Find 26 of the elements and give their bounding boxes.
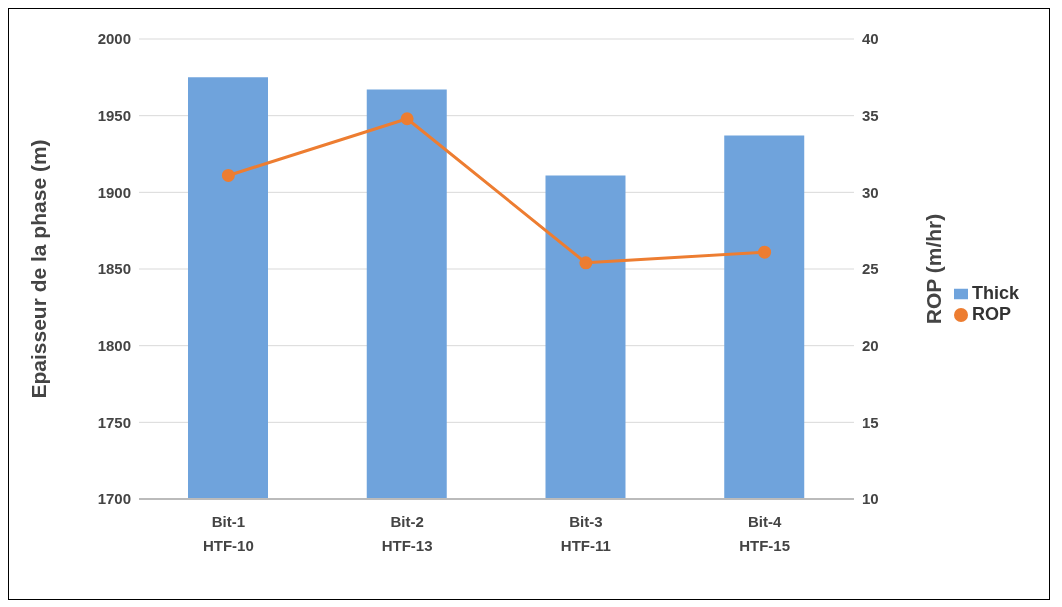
y2-tick-label: 35 — [861, 106, 879, 124]
point — [758, 245, 772, 259]
y-tick-label: 1700 — [97, 490, 131, 508]
y-tick-label: 2000 — [97, 30, 131, 48]
y-tick-label: 1950 — [97, 106, 131, 124]
y2-axis-title: ROP (m/hr) — [922, 213, 946, 325]
x-tick-label: Bit-4 HTF-15 — [739, 513, 791, 554]
point — [221, 168, 235, 182]
y-axis-title: Epaisseur de la phase (m) — [27, 139, 51, 399]
legend-label: Thick — [971, 283, 1019, 303]
point — [400, 112, 414, 126]
y2-tick-label: 25 — [861, 260, 879, 278]
y-tick-label: 1750 — [97, 413, 131, 431]
y2-tick-label: 40 — [861, 30, 879, 48]
x-tick-label: Bit-2 HTF-13 — [381, 513, 433, 554]
y2-tick-label: 30 — [861, 183, 879, 201]
y-tick-label: 1850 — [97, 260, 131, 278]
y-tick-label: 1800 — [97, 336, 131, 354]
point — [579, 256, 593, 270]
x-tick-label: Bit-3 HTF-11 — [560, 513, 611, 554]
y-tick-label: 1900 — [97, 183, 131, 201]
legend-label: ROP — [971, 304, 1011, 324]
y2-tick-label: 10 — [861, 490, 879, 508]
y2-tick-label: 15 — [861, 413, 879, 431]
x-tick-label: Bit-1 HTF-10 — [202, 513, 254, 554]
y2-tick-label: 20 — [861, 336, 879, 354]
